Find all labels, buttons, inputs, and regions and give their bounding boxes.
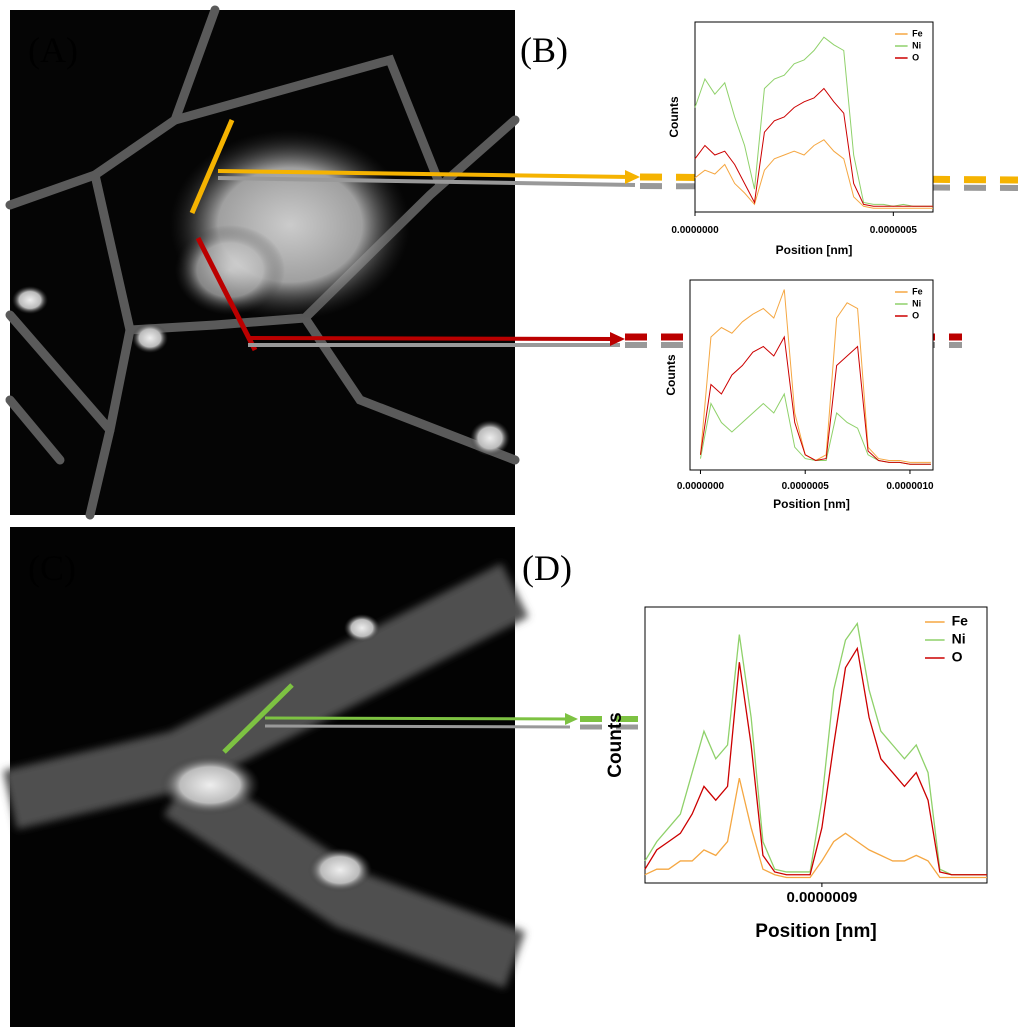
y-axis-label: Counts [605,712,626,777]
plot-frame [644,606,988,884]
x-axis-label: Position [nm] [776,243,853,257]
legend-label: O [912,52,919,62]
x-tick-label: 0.0000010 [886,481,934,492]
micrograph-a [5,5,520,520]
panel-label: (A) [28,30,78,70]
legend-label: O [912,310,919,320]
x-tick-label: 0.0000005 [870,225,918,236]
micrograph-c [3,527,529,1027]
x-tick-label: 0.0000009 [786,889,857,906]
legend-label: Ni [912,40,921,50]
panel-label: (D) [522,548,572,588]
y-axis-label: Counts [667,96,681,138]
plot-frame [689,279,934,471]
legend-label: Fe [952,613,969,629]
legend-label: Fe [912,28,923,38]
panel-label: (B) [520,30,568,70]
x-tick-label: 0.0000000 [677,481,725,492]
x-tick-label: 0.0000005 [782,481,830,492]
data-line [694,87,933,207]
data-line [644,777,987,879]
legend-label: O [952,649,963,665]
data-line [644,621,987,876]
legend-label: Fe [912,286,923,296]
data-line [694,139,933,209]
data-line [644,646,987,876]
x-axis-label: Position [nm] [755,921,876,942]
legend-label: Ni [952,631,966,647]
x-axis-label: Position [nm] [773,497,850,511]
panel-label: (C) [28,548,76,588]
x-tick-label: 0.0000000 [671,225,719,236]
y-axis-label: Counts [664,354,678,396]
data-line [699,335,931,465]
legend-label: Ni [912,298,921,308]
